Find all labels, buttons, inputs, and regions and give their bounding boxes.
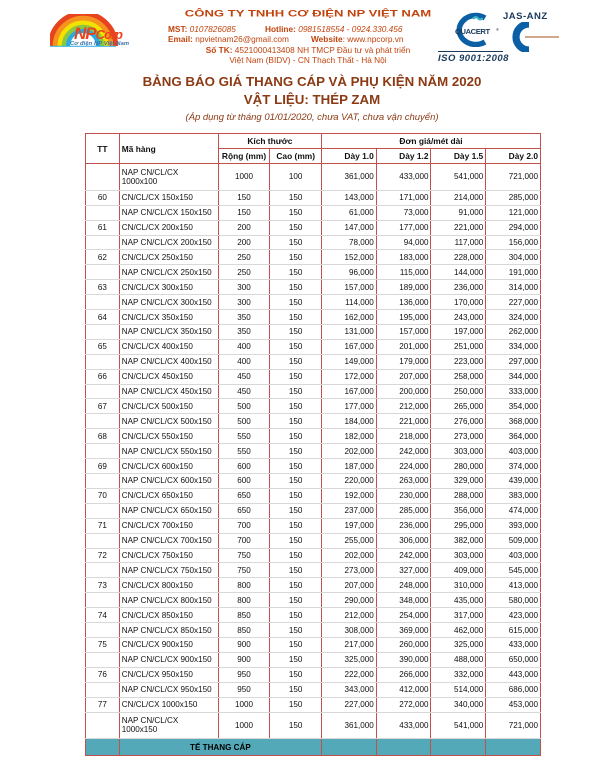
svg-text:®: ® xyxy=(496,27,499,32)
svg-text:QUACERT: QUACERT xyxy=(455,27,491,36)
